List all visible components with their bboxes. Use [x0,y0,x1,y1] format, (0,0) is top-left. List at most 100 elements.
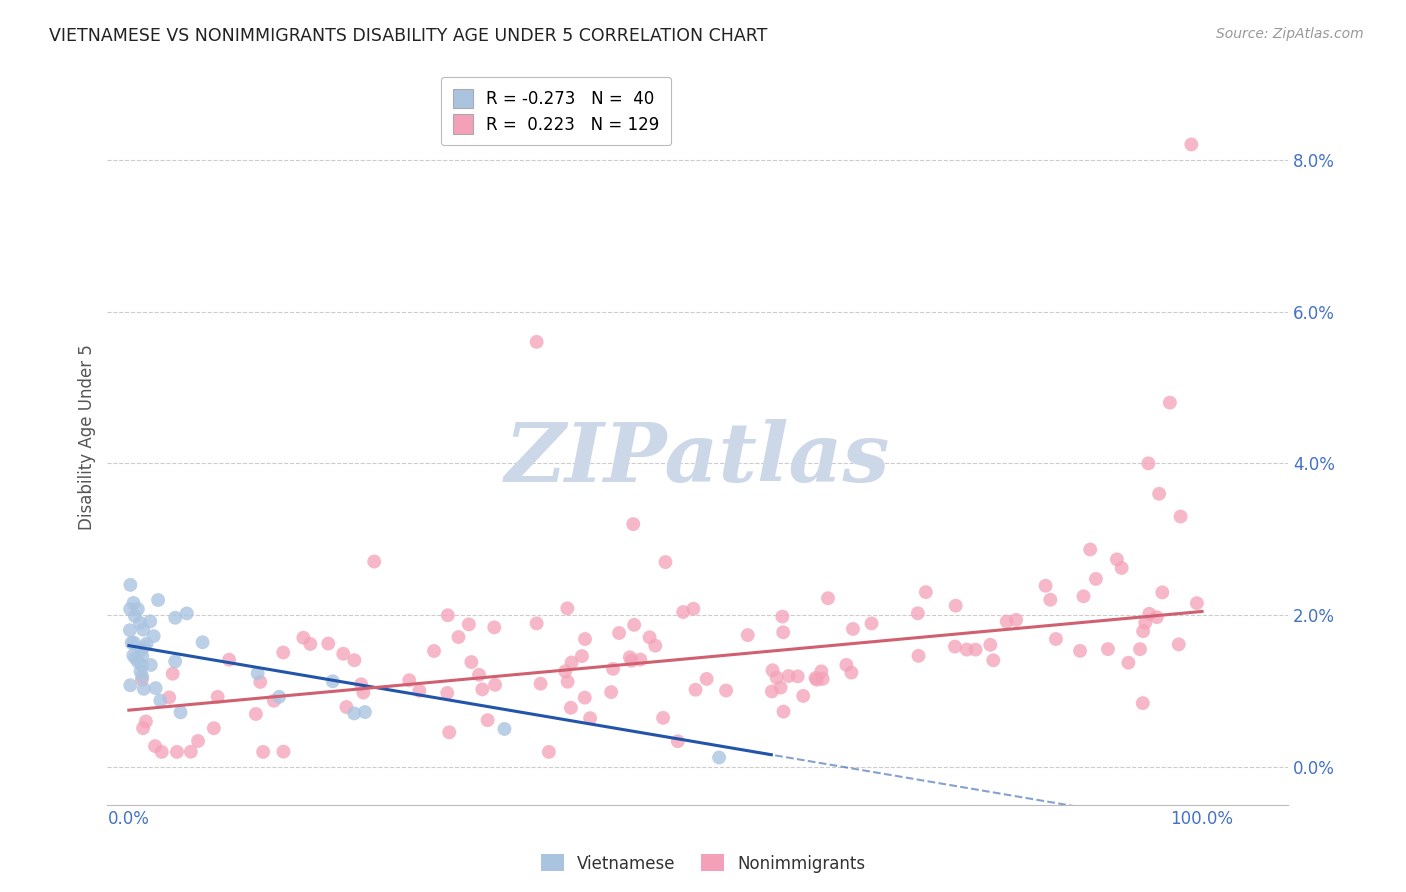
Point [685,682,707,697]
Point [477,713,499,727]
Point [707,750,730,764]
Point [529,676,551,690]
Point [1159,395,1181,409]
Point [979,638,1001,652]
Point [343,653,366,667]
Point [769,681,792,695]
Point [842,622,865,636]
Point [252,745,274,759]
Point [292,631,315,645]
Point [1045,632,1067,646]
Point [121,636,143,650]
Point [607,626,630,640]
Point [1132,624,1154,639]
Point [574,690,596,705]
Point [436,686,458,700]
Point [131,658,153,673]
Point [571,649,593,664]
Point [638,630,661,644]
Point [145,681,167,695]
Point [335,700,357,714]
Point [169,706,191,720]
Point [1097,642,1119,657]
Point [672,605,695,619]
Point [943,640,966,654]
Point [1180,137,1202,152]
Point [817,591,839,606]
Point [1152,585,1174,599]
Point [246,666,269,681]
Point [245,706,267,721]
Point [350,677,373,691]
Point [120,602,142,616]
Point [439,725,461,739]
Point [176,607,198,621]
Point [124,651,146,665]
Point [132,721,155,735]
Point [579,711,602,725]
Legend: R = -0.273   N =  40, R =  0.223   N = 129: R = -0.273 N = 40, R = 0.223 N = 129 [441,77,671,145]
Point [1105,552,1128,566]
Point [471,682,494,697]
Point [682,601,704,615]
Point [537,745,560,759]
Point [628,652,651,666]
Point [398,673,420,688]
Point [761,663,783,677]
Point [207,690,229,704]
Point [127,602,149,616]
Point [600,685,623,699]
Point [139,658,162,673]
Point [273,745,295,759]
Point [666,734,689,748]
Point [124,609,146,624]
Point [118,624,141,638]
Point [1129,642,1152,657]
Point [131,673,153,687]
Point [122,635,145,649]
Point [494,722,516,736]
Point [772,705,794,719]
Point [1111,561,1133,575]
Point [165,611,187,625]
Point [134,640,156,654]
Point [841,665,863,680]
Point [1137,456,1160,470]
Point [526,616,548,631]
Point [1137,607,1160,621]
Point [714,683,737,698]
Point [557,674,579,689]
Point [644,639,666,653]
Point [761,684,783,698]
Point [162,666,184,681]
Point [131,669,153,683]
Point [299,637,322,651]
Point [218,653,240,667]
Point [129,665,152,679]
Point [1035,579,1057,593]
Point [778,669,800,683]
Point [135,714,157,729]
Point [1146,610,1168,624]
Point [332,647,354,661]
Point [447,630,470,644]
Text: Source: ZipAtlas.com: Source: ZipAtlas.com [1216,27,1364,41]
Point [269,690,291,704]
Text: VIETNAMESE VS NONIMMIGRANTS DISABILITY AGE UNDER 5 CORRELATION CHART: VIETNAMESE VS NONIMMIGRANTS DISABILITY A… [49,27,768,45]
Point [995,615,1018,629]
Point [1078,542,1101,557]
Y-axis label: Disability Age Under 5: Disability Age Under 5 [79,343,96,530]
Text: ZIPatlas: ZIPatlas [505,419,890,499]
Point [249,674,271,689]
Point [316,636,339,650]
Point [166,745,188,759]
Point [1069,644,1091,658]
Point [835,657,858,672]
Point [122,596,145,610]
Point [263,694,285,708]
Point [354,705,377,719]
Point [187,734,209,748]
Point [423,644,446,658]
Point [765,671,787,685]
Point [965,642,987,657]
